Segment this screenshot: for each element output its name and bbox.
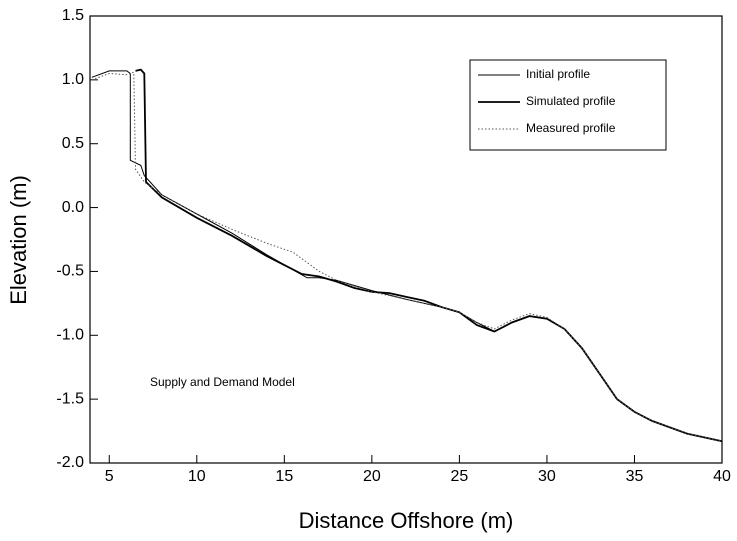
y-tick-label: 1.5 — [62, 7, 84, 24]
annotation: Supply and Demand Model — [150, 375, 295, 389]
y-tick-label: 0.5 — [62, 135, 84, 152]
legend-label: Simulated profile — [526, 94, 616, 108]
x-tick-label: 10 — [188, 468, 206, 485]
x-tick-label: 20 — [363, 468, 381, 485]
x-tick-label: 5 — [105, 468, 114, 485]
y-tick-label: -1.5 — [56, 390, 84, 407]
x-tick-label: 35 — [626, 468, 644, 485]
x-tick-label: 40 — [713, 468, 731, 485]
x-tick-label: 15 — [275, 468, 293, 485]
y-tick-label: -1.0 — [56, 327, 84, 344]
y-tick-label: 1.0 — [62, 71, 84, 88]
x-axis-title: Distance Offshore (m) — [299, 508, 514, 533]
legend-label: Measured profile — [526, 121, 616, 135]
y-tick-label: -0.5 — [56, 263, 84, 280]
x-tick-label: 30 — [538, 468, 556, 485]
legend-label: Initial profile — [526, 67, 590, 81]
y-axis-title: Elevation (m) — [6, 175, 31, 305]
x-tick-label: 25 — [450, 468, 468, 485]
y-tick-label: 0.0 — [62, 199, 84, 216]
plot-frame — [89, 15, 723, 464]
y-tick-label: -2.0 — [56, 454, 84, 471]
